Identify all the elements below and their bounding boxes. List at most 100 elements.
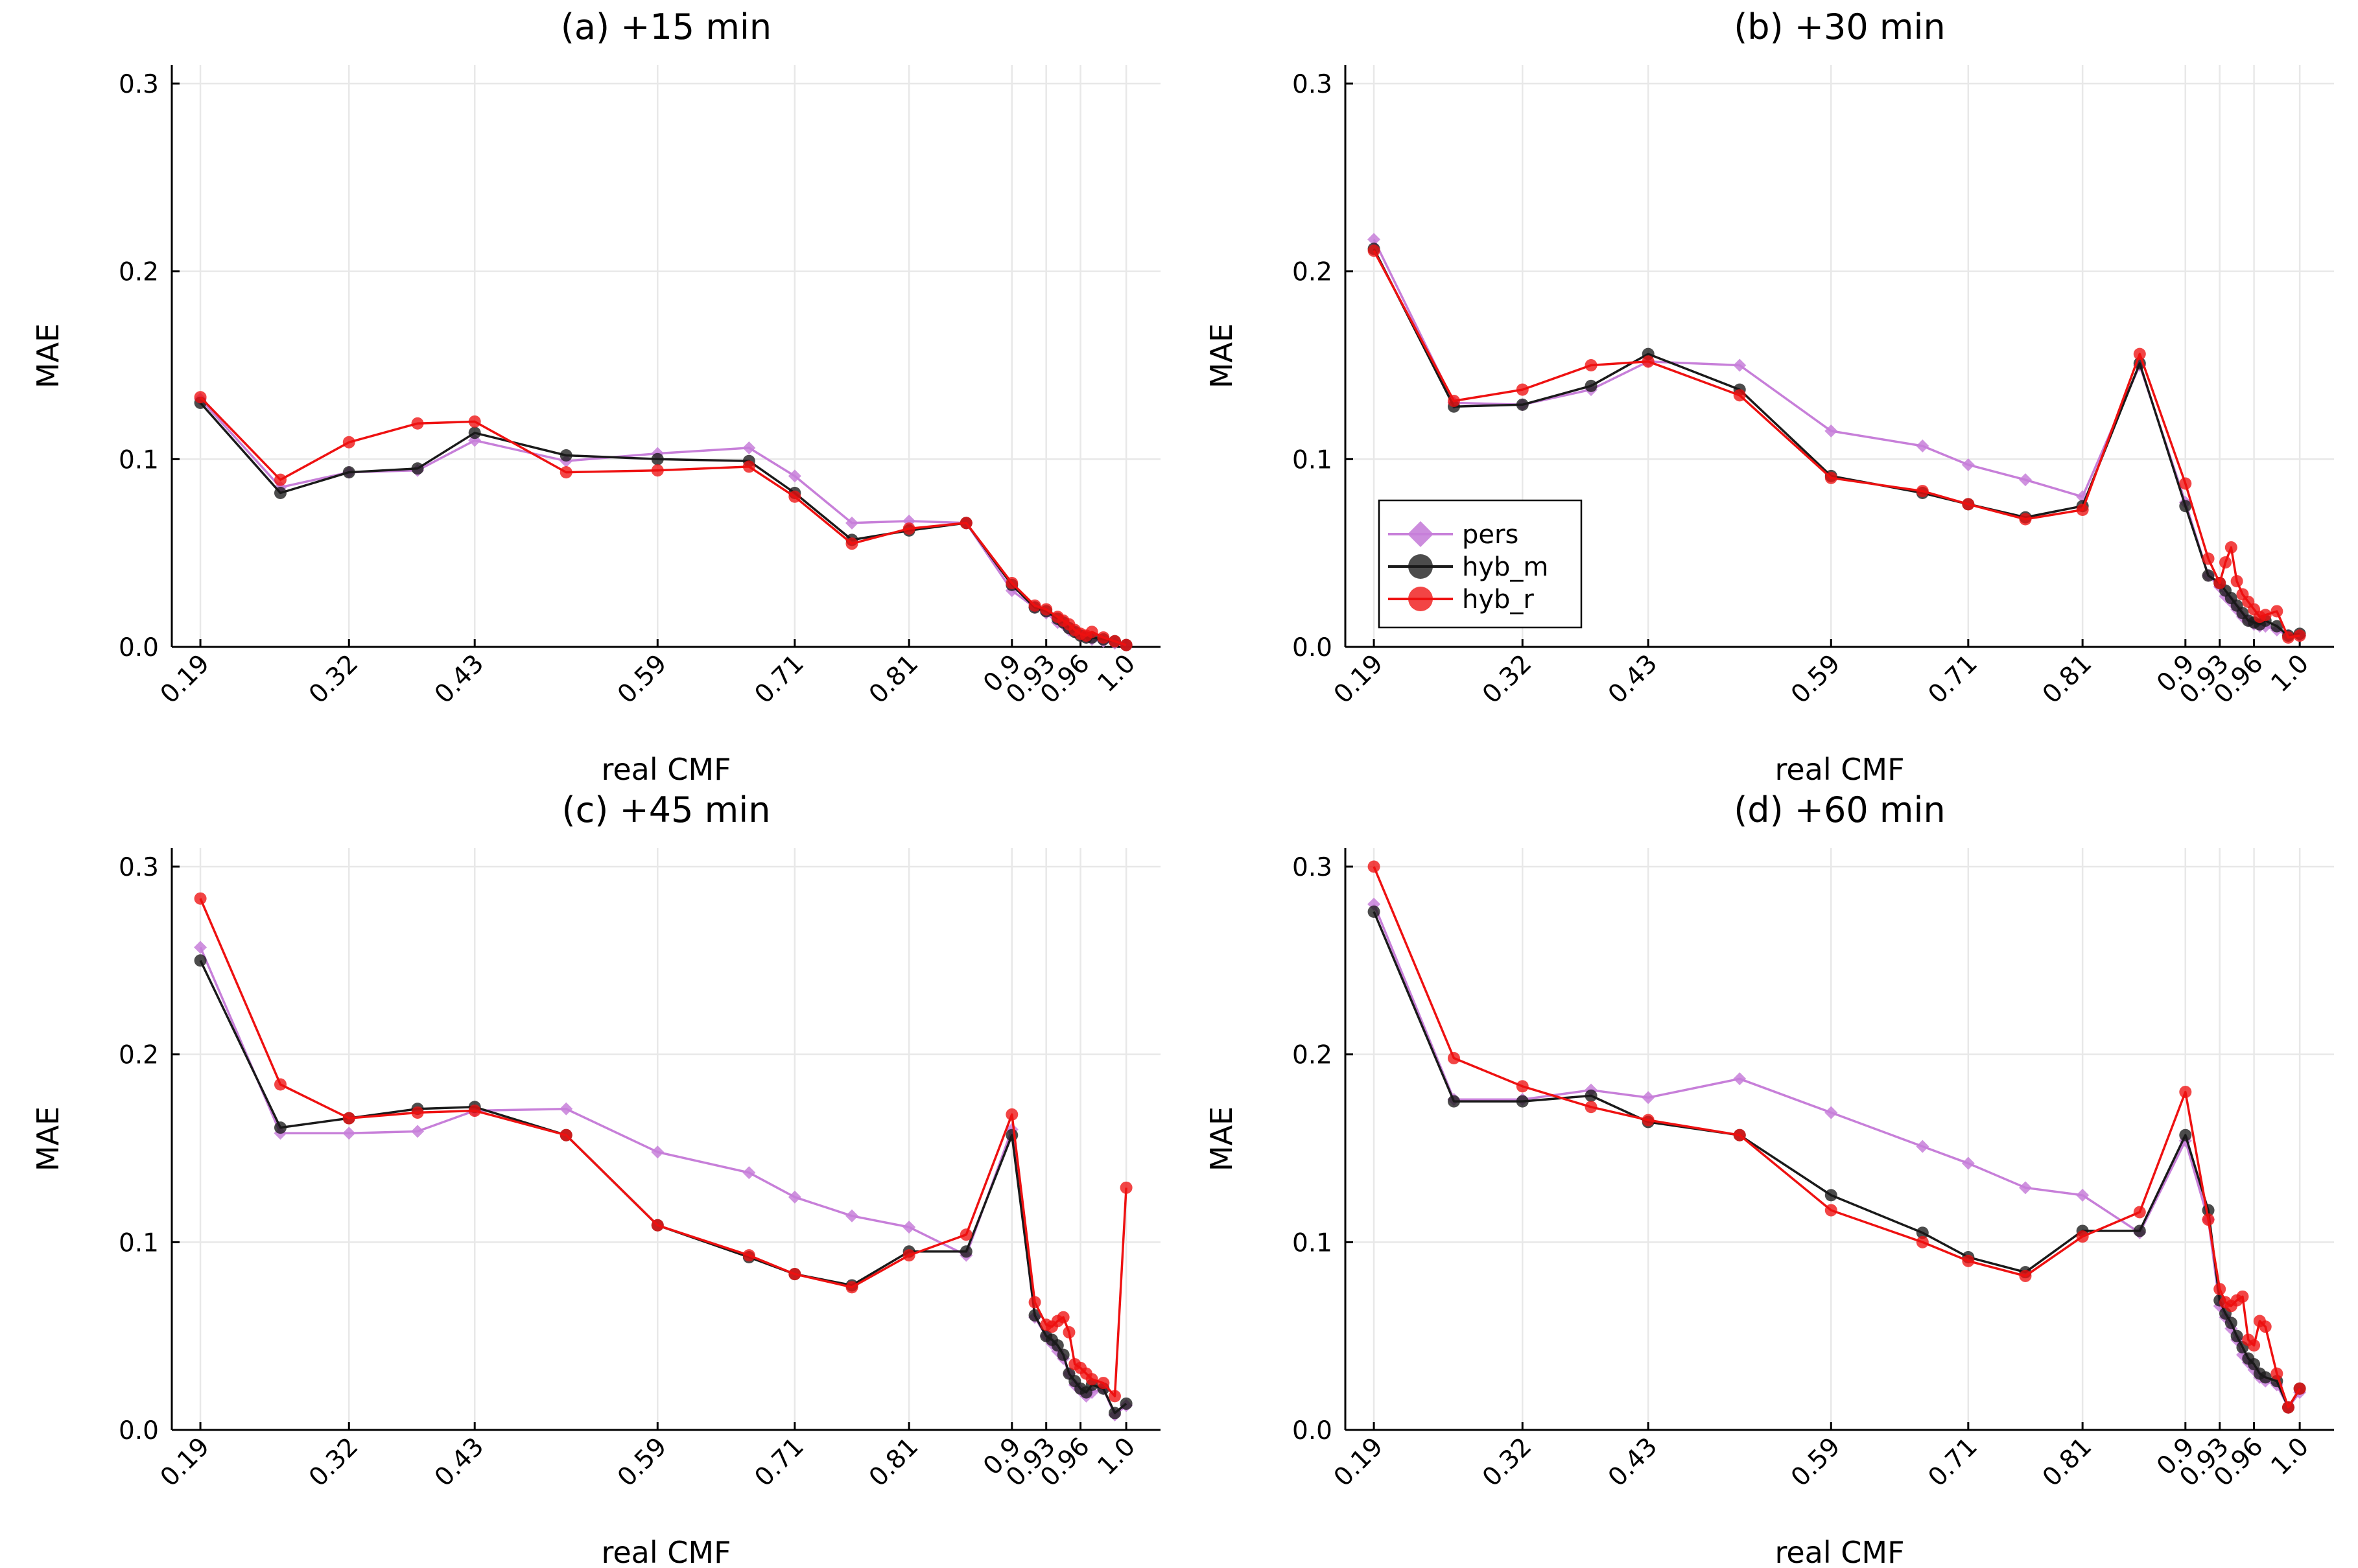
y-tick-label: 0.3 [119, 70, 159, 99]
data-point-pers [1916, 439, 1929, 453]
data-point-pers [1824, 424, 1838, 438]
data-point-hyb_r [468, 415, 481, 428]
y-tick-label: 0.1 [119, 1228, 159, 1258]
y-tick-label: 0.3 [119, 853, 159, 882]
data-point-hyb_r [1642, 1114, 1655, 1127]
y-tick-label: 0.0 [119, 1416, 159, 1445]
data-point-hyb_r [2248, 1339, 2261, 1352]
y-tick-label: 0.2 [1292, 258, 1332, 287]
data-point-hyb_m [1916, 1226, 1929, 1239]
data-point-hyb_m [2259, 1371, 2272, 1384]
data-point-hyb_r [1063, 1326, 1076, 1339]
data-point-hyb_r [2213, 1283, 2226, 1296]
y-tick-label: 0.2 [119, 1041, 159, 1070]
data-point-hyb_m [1120, 1397, 1133, 1410]
data-point-pers [845, 1209, 858, 1223]
data-point-hyb_r [1585, 358, 1598, 371]
data-point-hyb_m [468, 427, 481, 439]
data-point-hyb_r [2293, 1382, 2306, 1395]
data-point-hyb_m [1108, 1407, 1121, 1420]
data-point-hyb_m [2270, 620, 2283, 633]
chart-title: (d) +60 min [1734, 790, 1946, 830]
data-point-hyb_r [1097, 631, 1110, 644]
data-point-hyb_r [1120, 1181, 1133, 1194]
legend-marker-hyb_r [1408, 587, 1433, 611]
data-point-hyb_r [1824, 1204, 1837, 1217]
data-point-hyb_r [651, 1219, 664, 1232]
data-point-hyb_m [342, 466, 355, 479]
data-point-hyb_m [1367, 905, 1380, 918]
data-point-hyb_r [2076, 1230, 2089, 1243]
chart-panel-3: 0.19 0.32 0.43 0.59 0.71 0.81 0.90.930.961.00.… [1204, 790, 2334, 1568]
data-point-pers [1733, 358, 1747, 372]
data-point-pers [1642, 1091, 1655, 1105]
data-point-hyb_r [274, 473, 287, 486]
data-point-hyb_m [1585, 1089, 1598, 1102]
data-point-hyb_r [560, 466, 572, 479]
data-point-hyb_r [651, 464, 664, 477]
data-point-hyb_r [1085, 626, 1098, 638]
data-point-hyb_r [1006, 577, 1019, 590]
data-point-pers [411, 1125, 425, 1138]
data-point-hyb_m [651, 452, 664, 465]
data-point-hyb_r [2224, 541, 2237, 554]
series-hyb_r [1367, 244, 2306, 644]
data-point-pers [742, 441, 756, 454]
data-point-hyb_m [2230, 1329, 2243, 1342]
legend-marker-pers [1408, 521, 1433, 547]
data-point-hyb_r [902, 522, 915, 535]
data-point-hyb_r [788, 1268, 801, 1281]
data-point-hyb_r [194, 391, 207, 404]
data-point-hyb_m [2133, 1224, 2146, 1237]
data-point-pers [194, 941, 207, 954]
data-point-pers [1733, 1072, 1747, 1086]
chart-panel-0: 0.19 0.32 0.43 0.59 0.71 0.81 0.90.930.961.00.… [30, 6, 1161, 787]
y-tick-label: 0.0 [1292, 1416, 1332, 1445]
y-axis-label: MAE [1204, 323, 1239, 388]
data-point-hyb_m [1006, 1129, 1019, 1141]
y-tick-label: 0.2 [1292, 1041, 1332, 1070]
y-tick-label: 0.2 [119, 258, 159, 287]
data-point-hyb_r [1006, 1108, 1019, 1121]
data-point-hyb_r [902, 1249, 915, 1262]
data-point-hyb_r [1916, 1235, 1929, 1248]
data-point-hyb_r [2270, 605, 2283, 618]
y-axis-label: MAE [30, 323, 65, 388]
data-point-hyb_m [2224, 1316, 2237, 1329]
data-point-pers [1916, 1140, 1929, 1153]
x-axis-label: real CMF [1774, 752, 1904, 787]
data-point-hyb_r [2076, 504, 2089, 517]
data-point-hyb_r [2236, 1290, 2249, 1303]
y-axis-label: MAE [30, 1106, 65, 1171]
data-point-hyb_r [1108, 1390, 1121, 1403]
data-point-hyb_m [274, 486, 287, 499]
data-point-hyb_r [1085, 1373, 1098, 1386]
data-point-pers [651, 1145, 665, 1159]
data-point-hyb_r [2179, 1086, 2192, 1099]
data-point-hyb_m [2179, 1129, 2192, 1141]
data-point-hyb_r [1516, 383, 1529, 396]
data-point-hyb_m [194, 954, 207, 967]
data-point-hyb_r [845, 1281, 858, 1294]
y-tick-label: 0.0 [119, 633, 159, 662]
data-point-hyb_m [1585, 379, 1598, 392]
data-point-hyb_r [2219, 556, 2232, 569]
data-point-hyb_m [1516, 1095, 1529, 1108]
data-point-hyb_m [960, 1245, 973, 1258]
x-axis-label: real CMF [601, 752, 731, 787]
data-point-pers [1961, 458, 1975, 472]
data-point-hyb_r [1962, 498, 1975, 511]
data-point-hyb_r [1108, 635, 1121, 648]
y-tick-label: 0.0 [1292, 633, 1332, 662]
data-point-hyb_r [2019, 513, 2032, 526]
data-point-hyb_r [1040, 603, 1053, 616]
data-point-pers [2076, 1188, 2090, 1202]
data-point-hyb_r [1733, 389, 1746, 402]
x-axis-label: real CMF [601, 1535, 731, 1568]
data-point-hyb_r [1367, 860, 1380, 873]
y-tick-label: 0.3 [1292, 853, 1332, 882]
y-tick-label: 0.1 [1292, 445, 1332, 474]
data-point-pers [2018, 473, 2032, 487]
data-point-hyb_r [411, 1106, 424, 1119]
